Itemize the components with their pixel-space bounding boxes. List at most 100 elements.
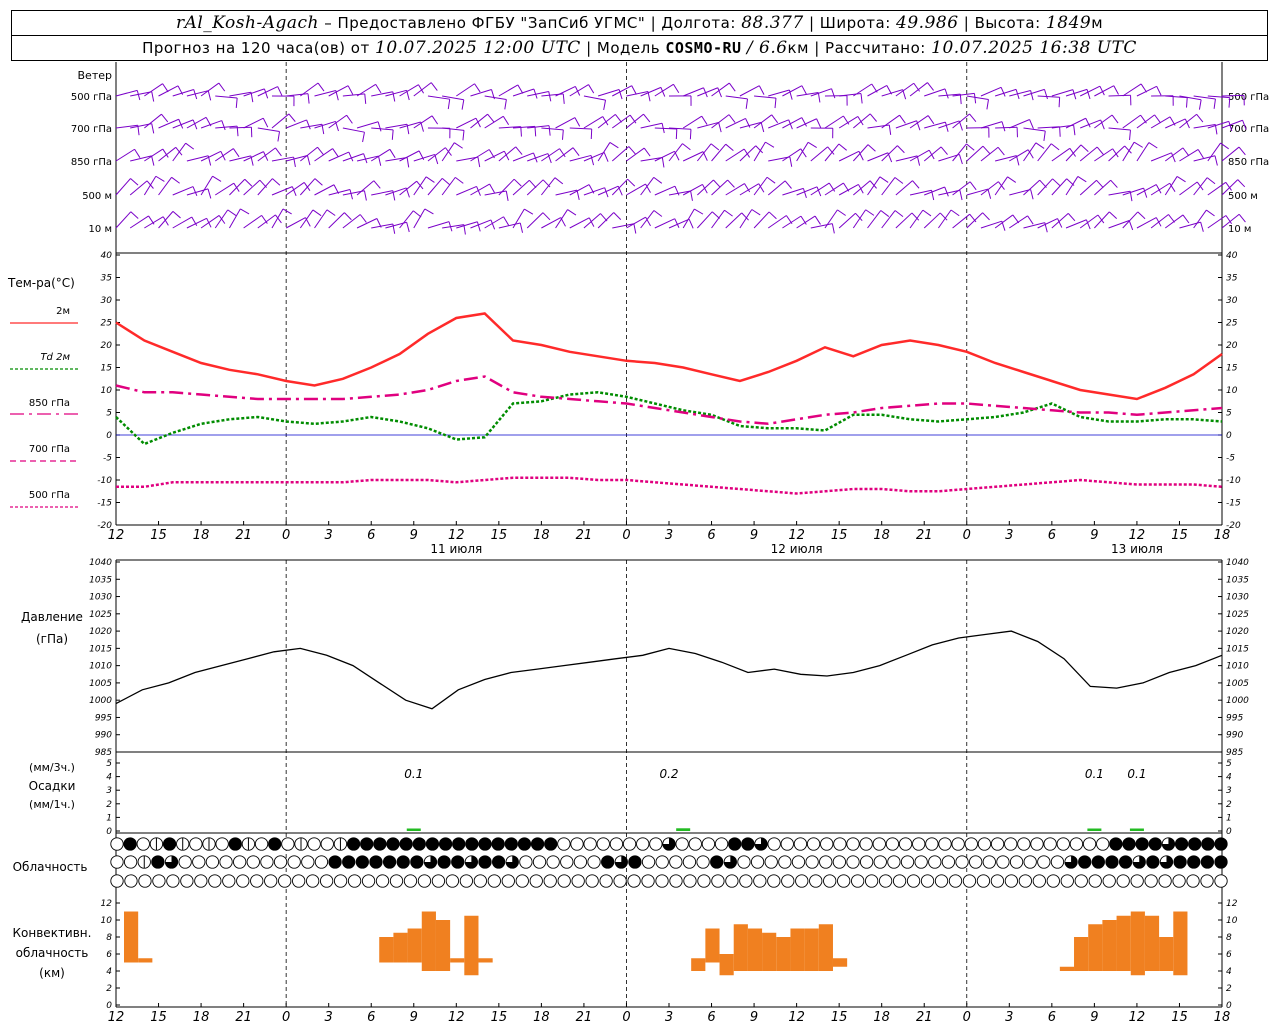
- wind-barb: [299, 209, 314, 229]
- cloud-symbol: [1009, 855, 1024, 869]
- wind-barb: [1221, 213, 1240, 229]
- conv-ytick-label-right: 10: [1226, 916, 1238, 926]
- wind-barb: [144, 113, 162, 129]
- wind-barb-feather: [997, 146, 1005, 156]
- wind-barb-feather: [912, 180, 920, 189]
- wind-barb-feather: [727, 179, 735, 188]
- wind-barb: [555, 209, 568, 229]
- wind-barb: [541, 148, 560, 162]
- wind-barb: [1108, 190, 1131, 196]
- conv-column: [435, 920, 451, 971]
- pressure-ytick-label-left: 995: [95, 713, 112, 723]
- cloud-symbol: [641, 874, 655, 888]
- wind-barb-feather: [212, 175, 222, 182]
- wind-barb-feather: [741, 212, 749, 221]
- wind-barb: [626, 147, 645, 162]
- wind-barb: [1009, 149, 1029, 162]
- cloud-symbol: [585, 874, 599, 888]
- wind-barb-feather: [1085, 219, 1091, 230]
- wind-barb: [342, 214, 361, 229]
- wind-barb-feather: [1213, 98, 1216, 109]
- wind-barb: [626, 113, 644, 129]
- wind-barb: [1122, 114, 1141, 129]
- cloud-symbol: [793, 837, 808, 851]
- wind-barb: [229, 91, 252, 97]
- wind-barb-feather: [1073, 125, 1076, 136]
- temp-ytick-label-right: 0: [1226, 431, 1232, 441]
- wind-barb: [696, 143, 712, 162]
- wind-barb-feather: [476, 221, 481, 232]
- wind-barb-feather: [710, 143, 720, 151]
- wind-barb: [696, 211, 713, 229]
- cloud-symbol: [982, 855, 996, 869]
- wind-barb: [612, 85, 632, 97]
- cloud-symbol: [307, 837, 321, 851]
- wind-barb: [796, 186, 818, 196]
- wind-barb-feather: [758, 85, 765, 95]
- cloud-symbol: [162, 837, 177, 851]
- wind-barb-feather: [950, 209, 960, 217]
- wind-barb: [824, 182, 844, 196]
- wind-barb-feather: [1214, 155, 1218, 166]
- wind-barb: [1165, 118, 1186, 129]
- wind-barb: [115, 178, 131, 196]
- wind-level-label-left: 10 м: [89, 224, 112, 235]
- pressure-ytick-label-left: 1005: [89, 679, 112, 689]
- wind-barb: [640, 122, 663, 129]
- wind-level-label-right: 10 м: [1228, 224, 1251, 235]
- wind-barb: [285, 217, 306, 229]
- pressure-ytick-label-right: 1020: [1226, 627, 1249, 637]
- cloud-symbol: [996, 855, 1010, 869]
- wind-barb-feather: [306, 155, 311, 166]
- wind-barb: [753, 114, 772, 129]
- wind-barb: [569, 84, 589, 97]
- wind-barb: [512, 88, 535, 97]
- wind-barb-feather: [162, 83, 169, 93]
- wind-barb: [711, 114, 730, 129]
- wind-barb: [838, 150, 860, 162]
- wind-barb-feather: [653, 176, 663, 184]
- wind-barb-feather: [218, 82, 226, 92]
- wind-barb: [1207, 215, 1227, 229]
- temp-ytick-label-right: 40: [1226, 251, 1238, 261]
- wind-barb-feather: [688, 218, 694, 229]
- wind-barb-feather: [232, 148, 240, 158]
- wind-barb: [952, 143, 967, 162]
- cloud-symbol: [750, 855, 765, 869]
- wind-barb-feather: [151, 91, 155, 102]
- wind-barb-feather: [263, 88, 269, 99]
- wind-barb: [654, 185, 676, 196]
- cloud-symbol: [347, 874, 362, 888]
- wind-barb: [881, 177, 896, 196]
- wind-barb-feather: [944, 186, 949, 197]
- wind-barb-feather: [774, 98, 777, 109]
- wind-barb: [200, 175, 213, 196]
- pressure-ytick-label-left: 990: [95, 731, 112, 741]
- wind-barb-feather: [1198, 99, 1202, 110]
- temp-series-2: [115, 375, 1223, 426]
- cloud-symbol: [438, 837, 453, 851]
- wind-barb-feather: [831, 223, 835, 234]
- wind-barb-feather: [1156, 86, 1162, 96]
- wind-barb-feather: [1228, 121, 1233, 132]
- wind-barb-feather: [940, 146, 948, 155]
- wind-barb: [626, 90, 649, 97]
- wind-barb: [1136, 85, 1157, 97]
- conv-column: [464, 915, 479, 976]
- conv-column: [478, 958, 493, 963]
- wind-barb: [1051, 178, 1068, 196]
- temp-legend-label: 2м: [56, 306, 70, 317]
- wind-barb: [668, 190, 691, 196]
- wind-barb-feather: [554, 177, 564, 185]
- wind-barb: [442, 224, 464, 229]
- conv-column: [138, 958, 153, 963]
- time-axis-top-tick-label: 18: [873, 528, 890, 543]
- temp-ytick-label-left: -5: [103, 454, 112, 464]
- cloud-symbol: [530, 837, 545, 851]
- wind-barb-feather: [800, 148, 807, 158]
- wind-barb: [342, 127, 365, 133]
- wind-barb-feather: [894, 210, 904, 218]
- conv-column: [1130, 911, 1145, 976]
- wind-barb-feather: [574, 117, 581, 127]
- conv-ytick-label-right: 4: [1226, 967, 1232, 977]
